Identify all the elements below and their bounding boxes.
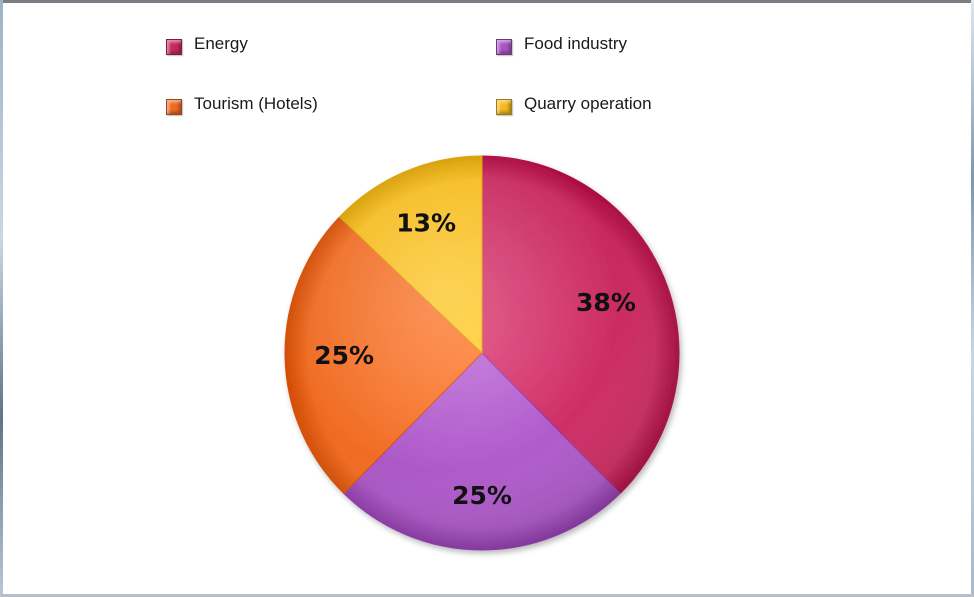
legend-label-energy: Energy xyxy=(194,34,248,53)
legend-item-quarry-operation: Quarry operation xyxy=(496,92,652,116)
legend-label-food-industry: Food industry xyxy=(524,34,627,53)
legend-swatch-tourism xyxy=(166,98,182,115)
left-border xyxy=(0,0,3,597)
right-border xyxy=(971,0,974,597)
data-label-quarry-operation: 13% xyxy=(396,209,456,238)
data-label-food-industry: 25% xyxy=(452,481,512,510)
legend-swatch-quarry-operation xyxy=(496,98,512,115)
legend-swatch-energy xyxy=(166,38,182,55)
data-label-energy: 38% xyxy=(576,288,636,317)
bottom-border xyxy=(0,594,974,597)
data-label-tourism-hotels: 25% xyxy=(314,341,374,370)
legend-item-energy: Energy xyxy=(166,32,248,56)
top-border xyxy=(0,0,974,3)
legend-label-quarry-operation: Quarry operation xyxy=(524,94,652,113)
legend-swatch-food-industry xyxy=(496,38,512,55)
legend-item-food-industry: Food industry xyxy=(496,32,627,56)
legend-label-tourism: Tourism (Hotels) xyxy=(194,94,318,113)
legend-item-tourism: Tourism (Hotels) xyxy=(166,92,318,116)
